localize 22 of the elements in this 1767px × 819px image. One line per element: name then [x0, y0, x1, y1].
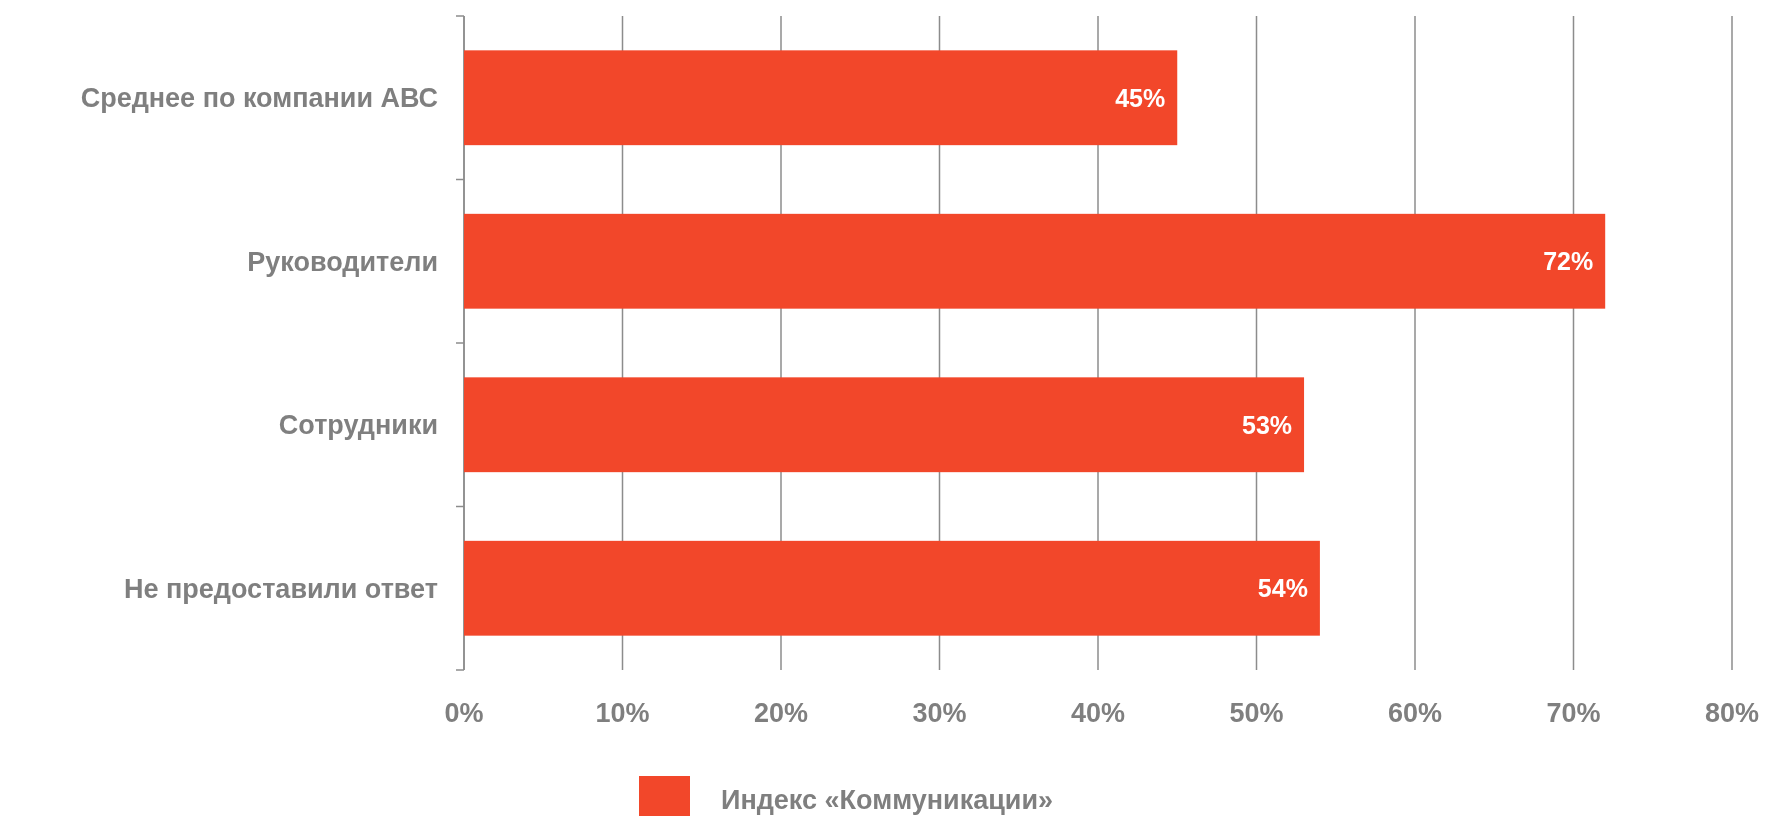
x-tick-label: 20% [753, 698, 809, 728]
text: 72% [1543, 247, 1594, 275]
bar [464, 213, 1606, 309]
x-tick-label: 50% [1229, 698, 1284, 728]
bar [464, 540, 1320, 636]
x-tick-label: 80% [1704, 698, 1760, 728]
x-tick-label: 0% [444, 698, 484, 728]
y-tick-label: Руководители [247, 246, 438, 277]
x-tick-label: 40% [1070, 698, 1126, 728]
x-tick-label: 70% [1546, 698, 1601, 728]
y-tick-label: Сотрудники [278, 410, 438, 441]
x-tick-label: 60% [1387, 698, 1443, 728]
x-tick-label: 30% [912, 698, 967, 728]
bar [464, 377, 1305, 473]
text: 54% [1257, 574, 1308, 602]
legend-label: Индекс «Коммуникации» [721, 785, 1054, 816]
x-tick-label: 10% [595, 698, 650, 728]
bar [464, 50, 1178, 146]
text: 45% [1115, 83, 1166, 112]
y-tick-label: Не предоставили ответ [124, 573, 438, 604]
y-tick-label: Среднее по компании АВС [80, 83, 438, 114]
text: 53% [1242, 410, 1293, 439]
